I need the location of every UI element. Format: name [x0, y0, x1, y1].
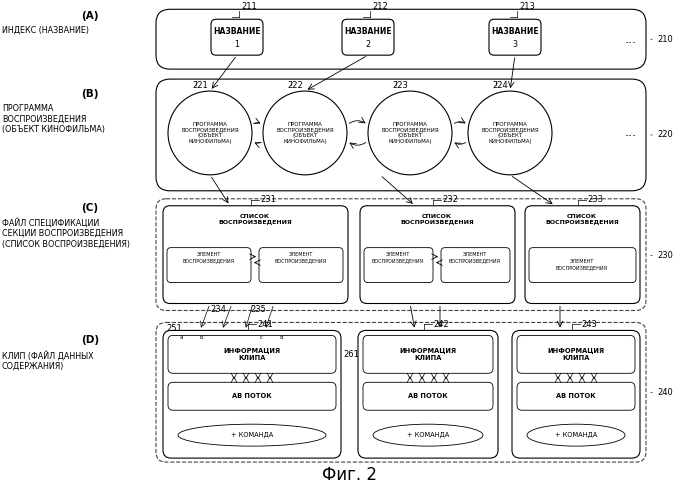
- FancyBboxPatch shape: [168, 335, 336, 373]
- Text: 251: 251: [166, 324, 182, 333]
- Text: (D): (D): [81, 335, 99, 346]
- Text: ...: ...: [625, 33, 637, 46]
- Circle shape: [263, 91, 347, 175]
- FancyBboxPatch shape: [512, 330, 640, 458]
- Text: 210: 210: [657, 35, 673, 44]
- Text: АВ ПОТОК: АВ ПОТОК: [408, 393, 448, 399]
- Text: СПИСОК
ВОСПРОИЗВЕДЕНИЯ: СПИСОК ВОСПРОИЗВЕДЕНИЯ: [400, 214, 474, 225]
- Text: НАЗВАНИЕ: НАЗВАНИЕ: [491, 27, 539, 35]
- Text: 242: 242: [433, 320, 449, 329]
- Circle shape: [468, 91, 552, 175]
- Text: Фиг. 2: Фиг. 2: [323, 466, 377, 484]
- Text: (A): (A): [81, 11, 99, 21]
- Text: АВ ПОТОК: АВ ПОТОК: [232, 393, 272, 399]
- Text: (C): (C): [81, 203, 99, 213]
- Text: СПИСОК
ВОСПРОИЗВЕДЕНИЯ: СПИСОК ВОСПРОИЗВЕДЕНИЯ: [545, 214, 619, 225]
- Text: ...: ...: [625, 126, 637, 140]
- FancyBboxPatch shape: [156, 9, 646, 69]
- FancyBboxPatch shape: [517, 382, 635, 410]
- FancyBboxPatch shape: [363, 382, 493, 410]
- Text: ИНФОРМАЦИЯ
КЛИПА: ИНФОРМАЦИЯ КЛИПА: [400, 348, 456, 361]
- FancyBboxPatch shape: [358, 330, 498, 458]
- Text: 234: 234: [210, 306, 226, 315]
- Text: b: b: [199, 335, 203, 341]
- Text: ПРОГРАММА
ВОСПРОИЗВЕДЕНИЯ
(ОБЪЕКТ
КИНОФИЛЬМА): ПРОГРАММА ВОСПРОИЗВЕДЕНИЯ (ОБЪЕКТ КИНОФИ…: [181, 122, 239, 144]
- Text: d: d: [279, 335, 283, 341]
- Text: 3: 3: [512, 40, 517, 49]
- Text: 224: 224: [492, 81, 508, 90]
- FancyBboxPatch shape: [342, 19, 394, 55]
- Text: ЭЛЕМЕНТ
ВОСПРОИЗВЕДЕНИЯ: ЭЛЕМЕНТ ВОСПРОИЗВЕДЕНИЯ: [372, 252, 424, 263]
- FancyBboxPatch shape: [156, 199, 646, 311]
- Ellipse shape: [373, 424, 483, 446]
- FancyBboxPatch shape: [168, 382, 336, 410]
- Text: ФАЙЛ СПЕЦИФИКАЦИИ
СЕКЦИИ ВОСПРОИЗВЕДЕНИЯ
(СПИСОК ВОСПРОИЗВЕДЕНИЯ): ФАЙЛ СПЕЦИФИКАЦИИ СЕКЦИИ ВОСПРОИЗВЕДЕНИЯ…: [2, 218, 130, 248]
- FancyBboxPatch shape: [525, 206, 640, 304]
- FancyBboxPatch shape: [259, 247, 343, 282]
- Text: ЭЛЕМЕНТ
ВОСПРОИЗВЕДЕНИЯ: ЭЛЕМЕНТ ВОСПРОИЗВЕДЕНИЯ: [183, 252, 235, 263]
- Text: ПРОГРАММА
ВОСПРОИЗВЕДЕНИЯ
(ОБЪЕКТ
КИНОФИЛЬМА): ПРОГРАММА ВОСПРОИЗВЕДЕНИЯ (ОБЪЕКТ КИНОФИ…: [381, 122, 439, 144]
- FancyBboxPatch shape: [364, 247, 433, 282]
- FancyBboxPatch shape: [363, 335, 493, 373]
- FancyBboxPatch shape: [156, 322, 646, 462]
- Text: 1: 1: [234, 40, 239, 49]
- FancyBboxPatch shape: [167, 247, 251, 282]
- Text: ИНДЕКС (НАЗВАНИЕ): ИНДЕКС (НАЗВАНИЕ): [2, 25, 89, 34]
- Text: 235: 235: [250, 306, 266, 315]
- Text: ИНФОРМАЦИЯ
КЛИПА: ИНФОРМАЦИЯ КЛИПА: [223, 348, 281, 361]
- Text: + КОМАНДА: + КОМАНДА: [555, 432, 597, 438]
- Text: 223: 223: [392, 81, 408, 90]
- Text: АВ ПОТОК: АВ ПОТОК: [556, 393, 596, 399]
- Text: 230: 230: [657, 251, 673, 260]
- Ellipse shape: [527, 424, 625, 446]
- FancyBboxPatch shape: [441, 247, 510, 282]
- Text: (B): (B): [81, 89, 99, 99]
- Text: ИНФОРМАЦИЯ
КЛИПА: ИНФОРМАЦИЯ КЛИПА: [547, 348, 605, 361]
- Text: 221: 221: [192, 81, 208, 90]
- FancyBboxPatch shape: [156, 79, 646, 191]
- Text: ПРОГРАММА
ВОСПРОИЗВЕДЕНИЯ
(ОБЪЕКТ
КИНОФИЛЬМА): ПРОГРАММА ВОСПРОИЗВЕДЕНИЯ (ОБЪЕКТ КИНОФИ…: [276, 122, 334, 144]
- Text: 243: 243: [581, 320, 597, 329]
- Text: + КОМАНДА: + КОМАНДА: [231, 432, 273, 438]
- Text: 231: 231: [260, 195, 276, 204]
- Ellipse shape: [178, 424, 326, 446]
- Text: СПИСОК
ВОСПРОИЗВЕДЕНИЯ: СПИСОК ВОСПРОИЗВЕДЕНИЯ: [218, 214, 292, 225]
- Text: ПРОГРАММА
ВОСПРОИЗВЕДЕНИЯ
(ОБЪЕКТ КИНОФИЛЬМА): ПРОГРАММА ВОСПРОИЗВЕДЕНИЯ (ОБЪЕКТ КИНОФИ…: [2, 104, 105, 134]
- Text: c: c: [260, 335, 262, 341]
- Text: ЭЛЕМЕНТ
ВОСПРОИЗВЕДЕНИЯ: ЭЛЕМЕНТ ВОСПРОИЗВЕДЕНИЯ: [449, 252, 501, 263]
- Text: 2: 2: [365, 40, 370, 49]
- Text: КЛИП (ФАЙЛ ДАННЫХ
СОДЕРЖАНИЯ): КЛИП (ФАЙЛ ДАННЫХ СОДЕРЖАНИЯ): [2, 351, 94, 371]
- Text: НАЗВАНИЕ: НАЗВАНИЕ: [214, 27, 261, 35]
- Text: 241: 241: [257, 320, 273, 329]
- FancyBboxPatch shape: [517, 335, 635, 373]
- Text: 220: 220: [657, 131, 673, 140]
- Text: 222: 222: [287, 81, 302, 90]
- Text: 261: 261: [343, 351, 359, 359]
- Text: 212: 212: [372, 2, 388, 11]
- Text: 213: 213: [519, 2, 535, 11]
- Text: 211: 211: [241, 2, 257, 11]
- FancyBboxPatch shape: [163, 206, 348, 304]
- FancyBboxPatch shape: [489, 19, 541, 55]
- FancyBboxPatch shape: [211, 19, 263, 55]
- FancyBboxPatch shape: [529, 247, 636, 282]
- Circle shape: [168, 91, 252, 175]
- Text: 240: 240: [657, 388, 673, 397]
- FancyBboxPatch shape: [360, 206, 515, 304]
- Text: ПРОГРАММА
ВОСПРОИЗВЕДЕНИЯ
(ОБЪЕКТ
КИНОФИЛЬМА): ПРОГРАММА ВОСПРОИЗВЕДЕНИЯ (ОБЪЕКТ КИНОФИ…: [481, 122, 539, 144]
- Circle shape: [368, 91, 452, 175]
- Text: 232: 232: [442, 195, 458, 204]
- Text: ЭЛЕМЕНТ
ВОСПРОИЗВЕДЕНИЯ: ЭЛЕМЕНТ ВОСПРОИЗВЕДЕНИЯ: [275, 252, 327, 263]
- Text: 233: 233: [587, 195, 603, 204]
- Text: a: a: [179, 335, 183, 341]
- Text: + КОМАНДА: + КОМАНДА: [407, 432, 449, 438]
- FancyBboxPatch shape: [163, 330, 341, 458]
- Text: ЭЛЕМЕНТ
ВОСПРОИЗВЕДЕНИЯ: ЭЛЕМЕНТ ВОСПРОИЗВЕДЕНИЯ: [556, 259, 608, 270]
- Text: НАЗВАНИЕ: НАЗВАНИЕ: [344, 27, 392, 35]
